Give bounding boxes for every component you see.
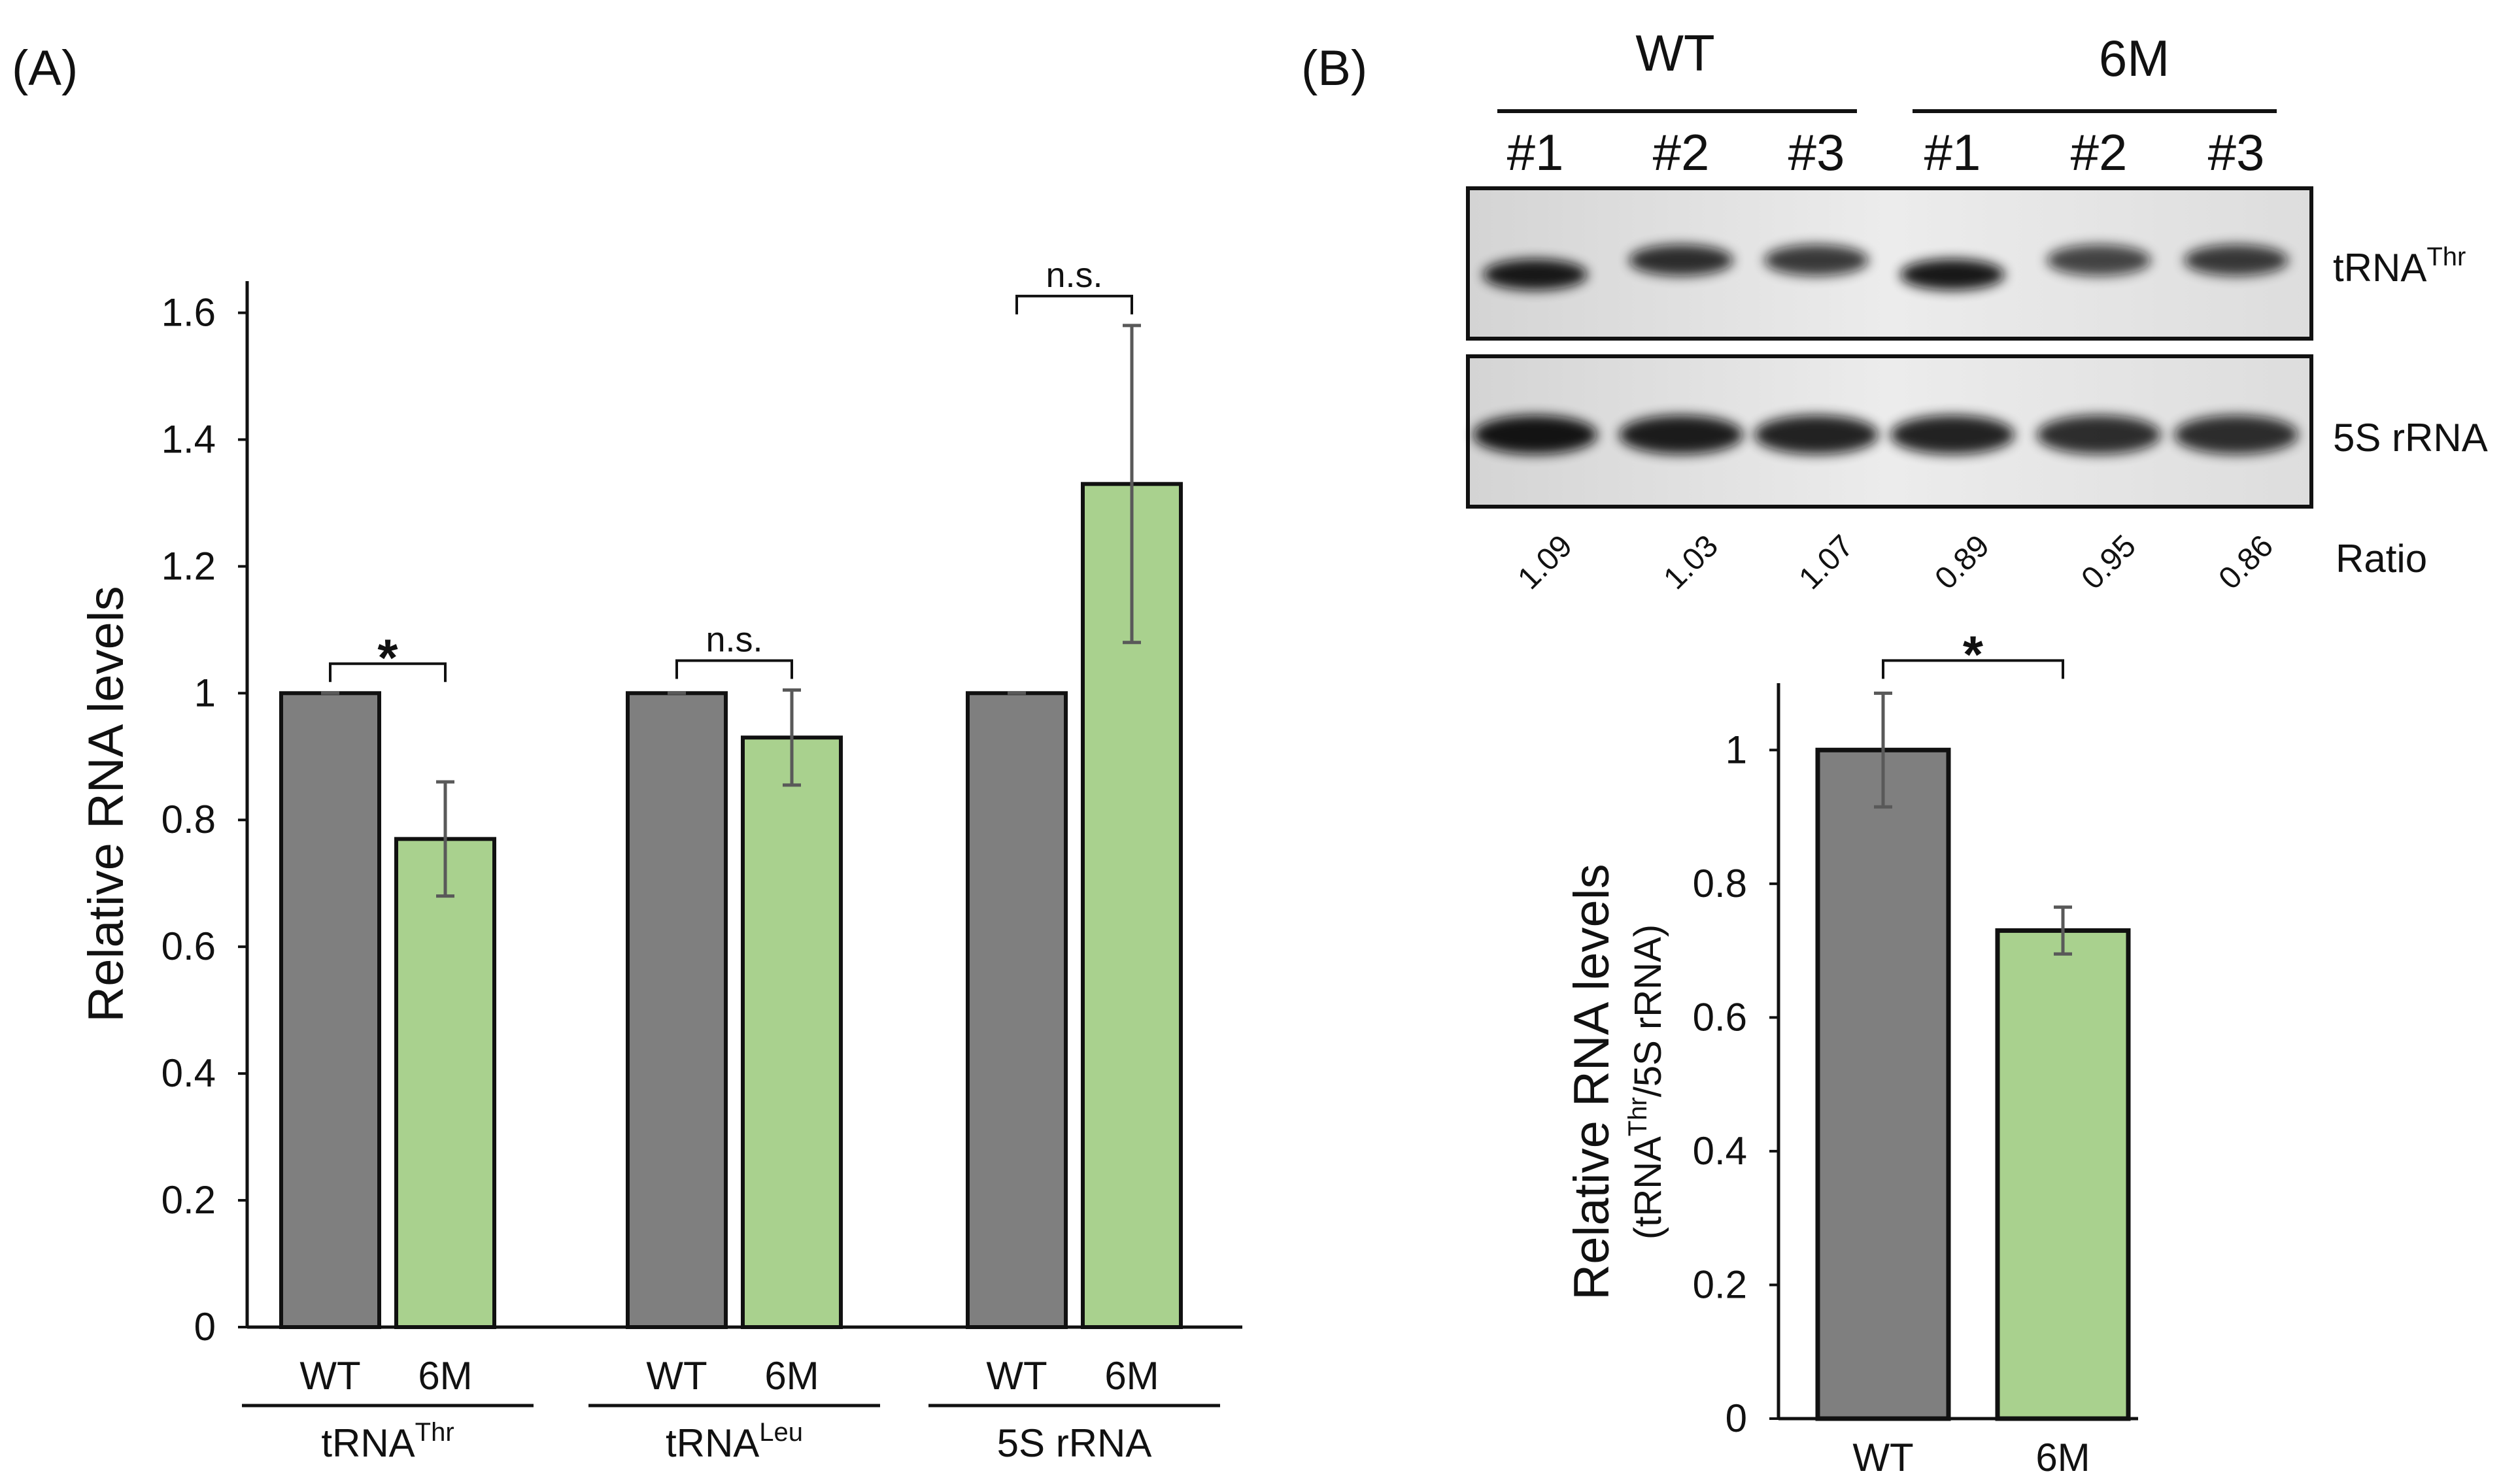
- blot-ratio-value: 1.03: [1657, 528, 1725, 596]
- blot-probe-label-trna: tRNAThr: [2333, 243, 2466, 290]
- chart-a-significance-bracket: [675, 659, 793, 679]
- chart-b-significance-label: *: [1963, 625, 1984, 683]
- chart-a-y-axis-title: Relative RNA levels: [78, 586, 134, 1022]
- chart-a-x-series-label: 6M: [1104, 1354, 1159, 1398]
- blot-band: [2174, 415, 2298, 454]
- blot-band: [1619, 415, 1743, 454]
- chart-a-bar-wt: [966, 691, 1068, 1329]
- blot-group-label-wt: WT: [1635, 24, 1714, 82]
- blot-probe-label-trna-sup: Thr: [2426, 243, 2466, 271]
- chart-b-x-tick-label: 6M: [2035, 1436, 2090, 1479]
- chart-a-x-series-label: WT: [299, 1354, 360, 1398]
- chart-b-y-axis-title: Relative RNA levels: [1564, 864, 1620, 1300]
- blot-band: [1754, 415, 1879, 454]
- blot-lane-label: #2: [2071, 124, 2128, 181]
- chart-a-y-tick-label: 0.2: [162, 1178, 216, 1222]
- chart-a-y-tick-label: 1.4: [162, 417, 216, 461]
- blot-5s-panel: [1466, 354, 2313, 509]
- blot-band: [1890, 415, 2015, 454]
- chart-panel-b: Relative RNA levels (tRNAThr/5S rRNA) 0 0…: [1564, 625, 2138, 1479]
- chart-a-category-label-base: tRNA: [321, 1421, 415, 1465]
- chart-a-bar-6m: [394, 837, 496, 1330]
- chart-a-category-label: tRNAThr: [321, 1418, 454, 1465]
- chart-b-bar-wt: [1815, 747, 1951, 1421]
- blot-probe-label-trna-base: tRNA: [2333, 246, 2426, 290]
- blot-ratio-value: 1.09: [1511, 528, 1579, 596]
- chart-a-y-tick-label: 1.6: [162, 290, 216, 334]
- chart-a-significance-label: *: [377, 628, 398, 686]
- blot-band: [1483, 259, 1588, 290]
- chart-b-bar-6m: [1995, 928, 2131, 1421]
- blot-probe-label-5s: 5S rRNA: [2333, 416, 2488, 460]
- blot-ratio-value: 0.95: [2075, 528, 2143, 596]
- chart-b-y-sub-suffix: /5S rRNA): [1627, 924, 1669, 1097]
- blot-group-label-6m: 6M: [2099, 29, 2169, 87]
- chart-a-y-tick-label: 1.2: [162, 544, 216, 588]
- chart-b-y-tick-label: 1: [1726, 728, 1747, 771]
- blot-lane-label: #2: [1653, 124, 1710, 181]
- chart-a-category-label-base: tRNA: [666, 1421, 759, 1465]
- blot-trna-panel: [1466, 186, 2313, 341]
- chart-panel-a: Relative RNA levels 0 0.2 0.4 0.6 0.8 1 1.2 1.4…: [78, 256, 1242, 1465]
- chart-a-y-tick-label: 1: [194, 671, 216, 715]
- blot-lane-label: #1: [1507, 124, 1564, 181]
- blot-band: [1900, 259, 2005, 290]
- blot-lane-label: #1: [1924, 124, 1981, 181]
- chart-a-category-label-base: 5S rRNA: [997, 1421, 1152, 1465]
- blot-band: [1473, 415, 1597, 454]
- chart-a-y-tick-label: 0.6: [162, 924, 216, 968]
- chart-a-bar-6m: [741, 735, 843, 1329]
- chart-b-y-tick-label: 0.6: [1693, 995, 1747, 1039]
- blot-ratio-value: 0.89: [1928, 528, 1996, 596]
- chart-b-y-tick-label: 0.4: [1693, 1129, 1747, 1173]
- chart-a-y-tick-label: 0.4: [162, 1051, 216, 1095]
- chart-a-x-series-label: 6M: [764, 1354, 819, 1398]
- chart-a-bar-wt: [279, 691, 381, 1329]
- blot-band: [1764, 245, 1869, 276]
- blot-lane-label: #3: [1788, 124, 1845, 181]
- chart-a-x-series-label: WT: [986, 1354, 1047, 1398]
- chart-a-y-tick-label: 0: [194, 1305, 216, 1349]
- chart-a-significance-label: n.s.: [1046, 256, 1102, 295]
- blot-band: [2184, 245, 2288, 276]
- chart-b-y-tick-label: 0.2: [1693, 1262, 1747, 1306]
- chart-a-x-series-label: 6M: [418, 1354, 472, 1398]
- blot-probe-label-5s-base: 5S rRNA: [2333, 416, 2488, 460]
- northern-blot: WT 6M #1 #2 #3 #1 #2 #3 tRNAThr 5S rRNA 1.09 1.03 1.…: [1466, 24, 2488, 596]
- chart-a-significance-bracket: [329, 662, 447, 683]
- panel-b-label: (B): [1301, 41, 1367, 96]
- chart-a-significance-label: n.s.: [706, 620, 762, 659]
- chart-b-significance-bracket: [1882, 659, 2064, 679]
- chart-b-y-sub-prefix: (tRNA: [1627, 1136, 1669, 1239]
- chart-a-category-label-sup: Thr: [415, 1418, 454, 1447]
- blot-band: [1629, 245, 1733, 276]
- panel-a-label: (A): [12, 41, 78, 96]
- chart-a-y-tick-label: 0.8: [162, 798, 216, 841]
- blot-ratio-value: 1.07: [1792, 528, 1860, 596]
- chart-b-x-tick-label: WT: [1852, 1436, 1913, 1479]
- chart-b-y-sub-sup: Thr: [1624, 1097, 1652, 1136]
- chart-a-category-label: 5S rRNA: [997, 1421, 1152, 1465]
- chart-b-y-tick-label: 0.8: [1693, 862, 1747, 905]
- chart-a-category-label-sup: Leu: [759, 1418, 803, 1447]
- chart-a-significance-bracket: [1015, 294, 1133, 314]
- blot-band: [2047, 245, 2151, 276]
- chart-a-bar-wt: [626, 691, 728, 1329]
- chart-a-x-series-label: WT: [646, 1354, 707, 1398]
- blot-band: [2037, 415, 2161, 454]
- chart-b-y-tick-label: 0: [1726, 1396, 1747, 1440]
- blot-lane-label: #3: [2208, 124, 2265, 181]
- chart-a-category-label: tRNALeu: [666, 1418, 803, 1465]
- blot-ratio-label: Ratio: [2336, 537, 2427, 581]
- chart-b-y-axis-subtitle: (tRNAThr/5S rRNA): [1624, 924, 1669, 1239]
- blot-ratio-value: 0.86: [2212, 528, 2280, 596]
